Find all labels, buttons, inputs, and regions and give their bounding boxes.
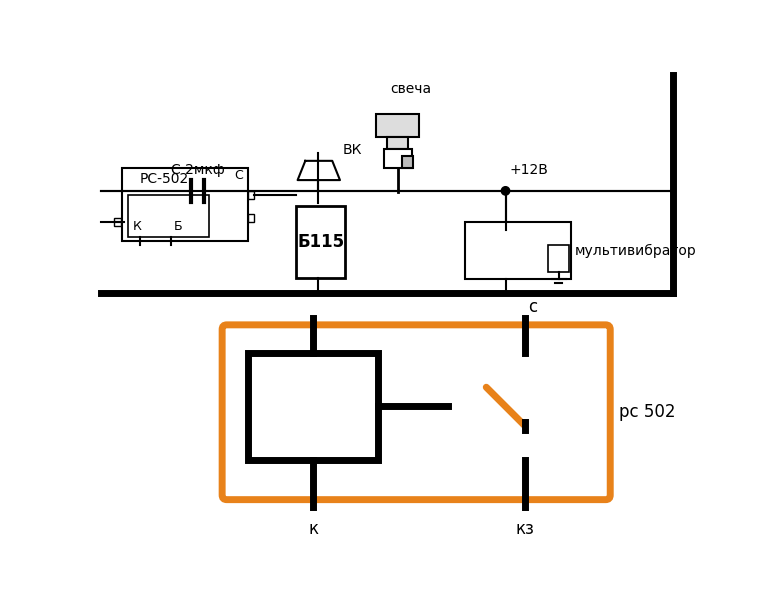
Text: К: К [133, 220, 142, 233]
Text: С 2мкф: С 2мкф [170, 163, 225, 177]
Text: РС-502: РС-502 [140, 172, 189, 185]
Bar [402, 156, 413, 167]
Circle shape [503, 188, 509, 194]
Circle shape [503, 188, 509, 194]
Bar [128, 195, 209, 237]
Bar [248, 214, 254, 222]
Bar [248, 353, 378, 460]
Bar [296, 206, 345, 278]
Bar [548, 245, 569, 272]
Text: Б: Б [174, 220, 183, 233]
Bar [465, 222, 571, 280]
Bar [387, 137, 409, 148]
Text: мультивибратор: мультивибратор [575, 244, 697, 257]
Bar [122, 167, 248, 241]
Text: рс 502: рс 502 [620, 403, 676, 421]
Text: +12В: +12В [510, 163, 549, 177]
Text: С: С [234, 169, 243, 182]
Text: Б115: Б115 [297, 233, 345, 251]
Text: с: с [529, 299, 538, 316]
Bar [248, 191, 254, 198]
Bar [384, 148, 412, 167]
Bar [115, 218, 121, 225]
Text: кз: кз [516, 520, 534, 538]
FancyBboxPatch shape [222, 325, 610, 499]
Text: ВК: ВК [342, 143, 361, 157]
Bar [376, 114, 419, 137]
Text: к: к [308, 520, 318, 538]
Text: свеча: свеча [390, 82, 431, 95]
